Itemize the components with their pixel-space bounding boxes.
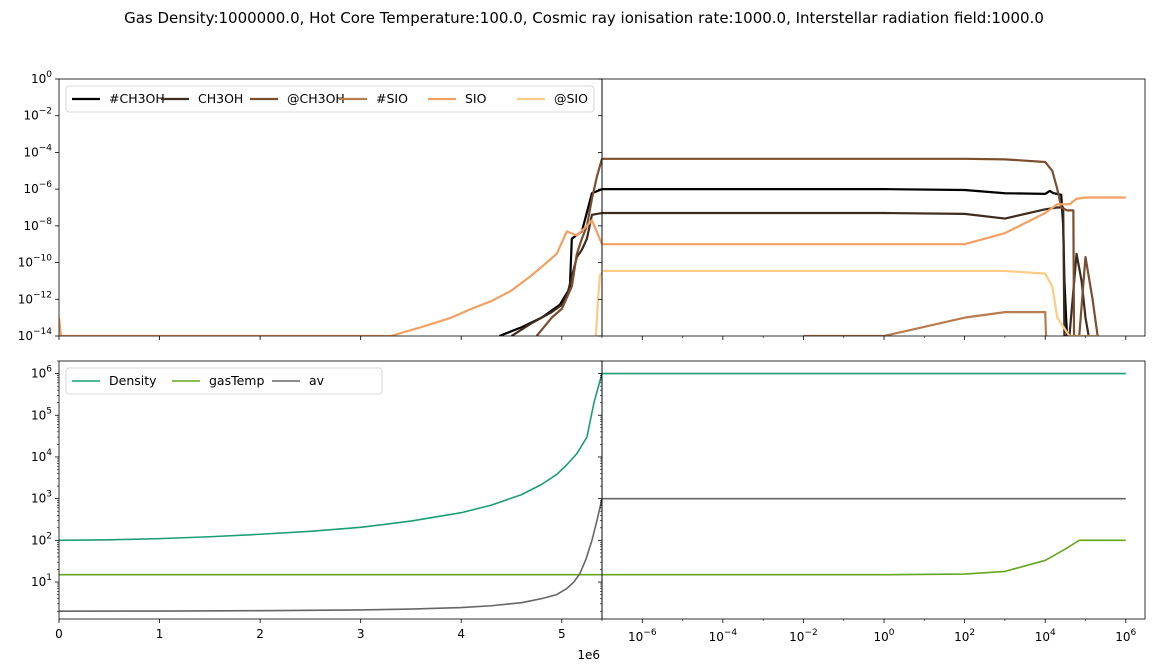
- figure-title: Gas Density:1000000.0, Hot Core Temperat…: [124, 9, 1044, 27]
- series-line-sio: [59, 219, 602, 336]
- y-tick-label: 104: [31, 448, 52, 464]
- x-axis-offset-label: 1e6: [577, 648, 600, 662]
- series-line-ch3oh: [535, 158, 602, 336]
- legend-frame: [65, 367, 383, 395]
- series-group: [59, 158, 602, 336]
- series-line-sio: [602, 269, 1098, 336]
- legend-label: Density: [109, 373, 157, 388]
- y-tick-label: 10−8: [23, 217, 52, 233]
- series-line-sio: [602, 196, 1126, 246]
- axes-frame: [58, 360, 603, 620]
- legend-label: @SIO: [554, 91, 588, 106]
- x-tick-label: 0: [55, 627, 63, 641]
- legend-label: av: [309, 373, 325, 388]
- legend-label: #SIO: [376, 91, 408, 106]
- series-line-ch3oh: [510, 211, 602, 336]
- series-group: [602, 372, 1126, 576]
- x-tick-label: 10−6: [628, 628, 657, 644]
- series-group: [59, 373, 602, 613]
- y-tick-label: 103: [31, 490, 52, 506]
- legend-label: CH3OH: [198, 91, 243, 106]
- y-tick-label: 10−4: [23, 143, 52, 159]
- panel-top-right: [598, 78, 1146, 340]
- y-tick-label: 10−14: [18, 327, 53, 343]
- x-tick-label: 106: [1115, 628, 1136, 644]
- axes-frame: [601, 360, 1146, 620]
- y-tick-label: 105: [31, 406, 52, 422]
- x-tick-label: 1: [156, 627, 164, 641]
- series-line-ch3oh: [499, 188, 602, 336]
- legend-label: SIO: [465, 91, 487, 106]
- axes-frame: [58, 78, 603, 337]
- x-tick-label: 2: [256, 627, 264, 641]
- x-tick-label: 10−2: [789, 628, 818, 644]
- panel-bottom-right: 10−6 10−4 10−2 100 102 104 106: [598, 360, 1146, 644]
- plot-area: 100 10−2 10−4 10−6 10−8 10−10 10−12 10−14 #CH3OH…: [18, 70, 1146, 644]
- x-tick-label: 102: [954, 628, 975, 644]
- y-tick-label: 10−6: [23, 180, 52, 196]
- series-line-av: [59, 498, 602, 613]
- y-tick-label: 102: [31, 531, 52, 547]
- legend-frame: [65, 85, 595, 113]
- y-tick-label: 100: [31, 70, 52, 86]
- series-line-ch3oh: [602, 157, 1099, 336]
- x-tick-label: 4: [457, 627, 465, 641]
- series-line-gastemp: [602, 539, 1126, 576]
- legend: #CH3OH CH3OH @CH3OH #SIO SIO @SIO: [65, 85, 595, 113]
- y-tick-label: 10−12: [18, 290, 52, 306]
- x-tick-label: 5: [558, 627, 566, 641]
- legend-label: gasTemp: [209, 373, 264, 388]
- x-tick-label: 104: [1035, 628, 1056, 644]
- x-tick-label: 100: [874, 628, 895, 644]
- x-tick-label: 3: [357, 627, 365, 641]
- axes-frame: [601, 78, 1146, 337]
- series-line-sio: [594, 271, 602, 336]
- y-tick-label: 101: [31, 573, 52, 589]
- legend-label: @CH3OH: [287, 91, 345, 106]
- x-tick-label: 10−4: [709, 628, 738, 644]
- legend: Density gasTemp av: [65, 367, 383, 395]
- series-group: [602, 157, 1126, 336]
- series-line-density: [59, 373, 602, 542]
- legend-label: #CH3OH: [109, 91, 165, 106]
- series-line-sio: [803, 311, 1048, 336]
- y-tick-label: 10−2: [23, 107, 52, 123]
- y-tick-label: 10−10: [18, 254, 53, 270]
- panel-top-left: 100 10−2 10−4 10−6 10−8 10−10 10−12 10−14 #CH3OH…: [18, 70, 603, 343]
- y-tick-label: 106: [31, 365, 52, 381]
